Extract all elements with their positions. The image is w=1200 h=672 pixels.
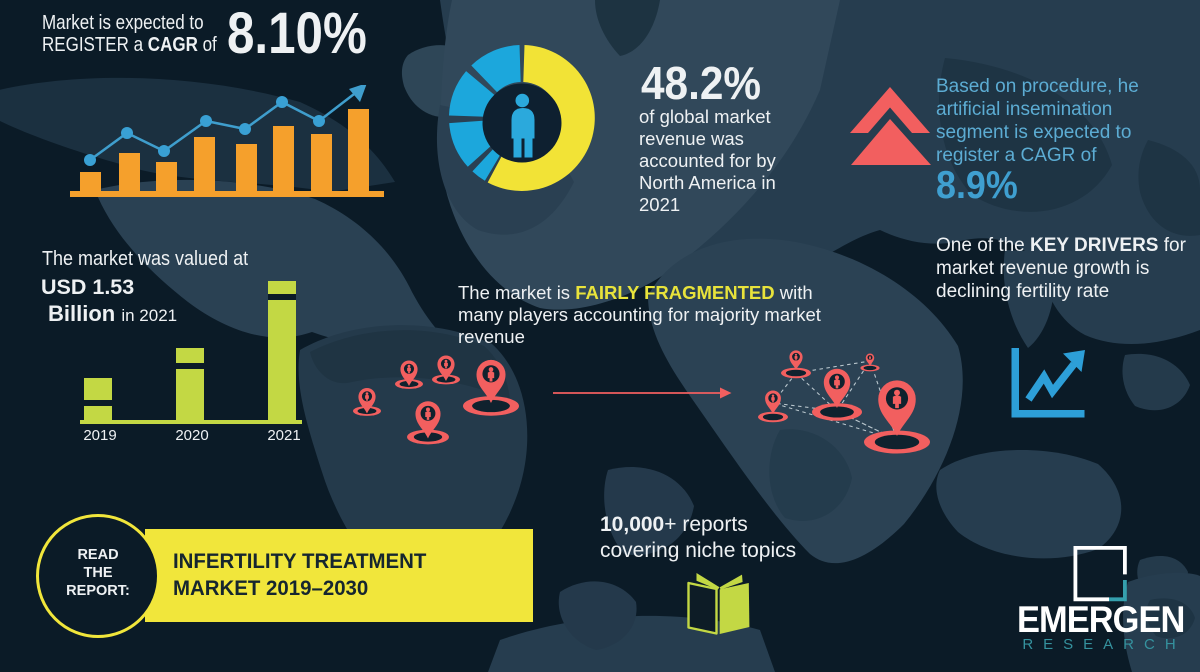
svg-text:2020: 2020: [175, 427, 208, 443]
svg-text:2019: 2019: [83, 427, 116, 443]
svg-text:2021: 2021: [267, 427, 300, 443]
